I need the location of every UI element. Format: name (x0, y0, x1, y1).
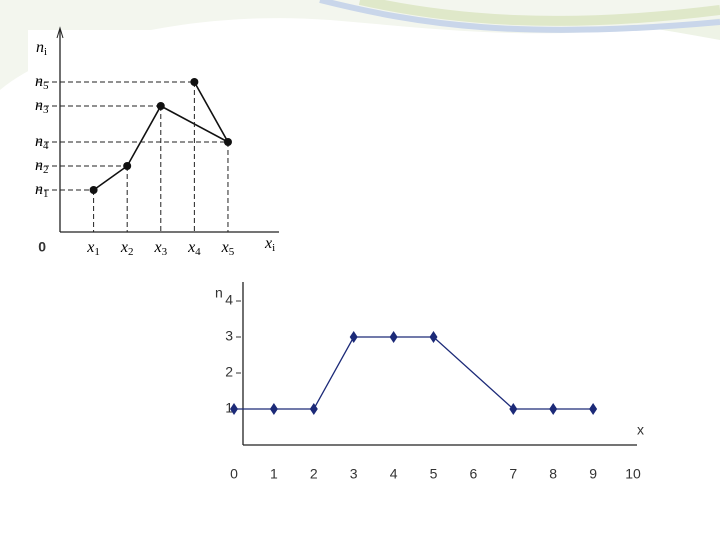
x-axis-label: x (637, 422, 644, 438)
x-tick-label: x5 (221, 239, 235, 258)
data-point (309, 403, 318, 415)
x-tick-label: 0 (38, 239, 46, 255)
data-point (349, 331, 358, 343)
data-point (549, 403, 558, 415)
data-point (230, 403, 238, 415)
y-tick-label: 2 (225, 364, 233, 380)
data-point (269, 403, 278, 415)
y-tick-label: n4 (35, 133, 49, 152)
x-tick-label: 4 (390, 466, 398, 482)
panel (205, 282, 655, 492)
y-tick-label: n1 (35, 181, 49, 200)
x-axis-label: xi (264, 235, 275, 254)
y-tick-label: n2 (35, 157, 49, 176)
data-point (89, 186, 98, 194)
x-tick-label: x4 (187, 239, 201, 258)
x-tick-label: 1 (270, 466, 278, 482)
x-tick-label: x2 (120, 239, 134, 258)
x-tick-label: 6 (470, 466, 478, 482)
data-point (123, 162, 132, 170)
data-point (509, 403, 518, 415)
data-point (389, 331, 398, 343)
x-tick-label: 9 (589, 466, 597, 482)
y-tick-label: 4 (225, 292, 233, 308)
data-point (589, 403, 598, 415)
x-tick-label: 10 (625, 466, 641, 482)
x-tick-label: 0 (230, 466, 238, 482)
data-point (429, 331, 438, 343)
y-axis-label: n (215, 285, 223, 301)
x-tick-label: x1 (86, 239, 100, 258)
data-point (223, 138, 232, 146)
y-tick-label: n3 (35, 97, 49, 116)
y-axis-label: ni (36, 39, 47, 58)
axis-arrow (56, 26, 64, 39)
x-tick-label: 8 (549, 466, 557, 482)
x-tick-label: 2 (310, 466, 318, 482)
x-tick-label: 5 (430, 466, 438, 482)
decor (358, 0, 720, 26)
x-tick-label: 3 (350, 466, 358, 482)
data-point (156, 102, 165, 110)
y-tick-label: 1 (225, 400, 233, 416)
x-tick-label: x3 (153, 239, 167, 258)
panel (28, 30, 288, 265)
x-tick-label: 7 (509, 466, 517, 482)
decor (319, 0, 720, 33)
y-tick-label: 3 (225, 328, 233, 344)
y-tick-label: n5 (35, 73, 49, 92)
data-point (190, 78, 199, 86)
